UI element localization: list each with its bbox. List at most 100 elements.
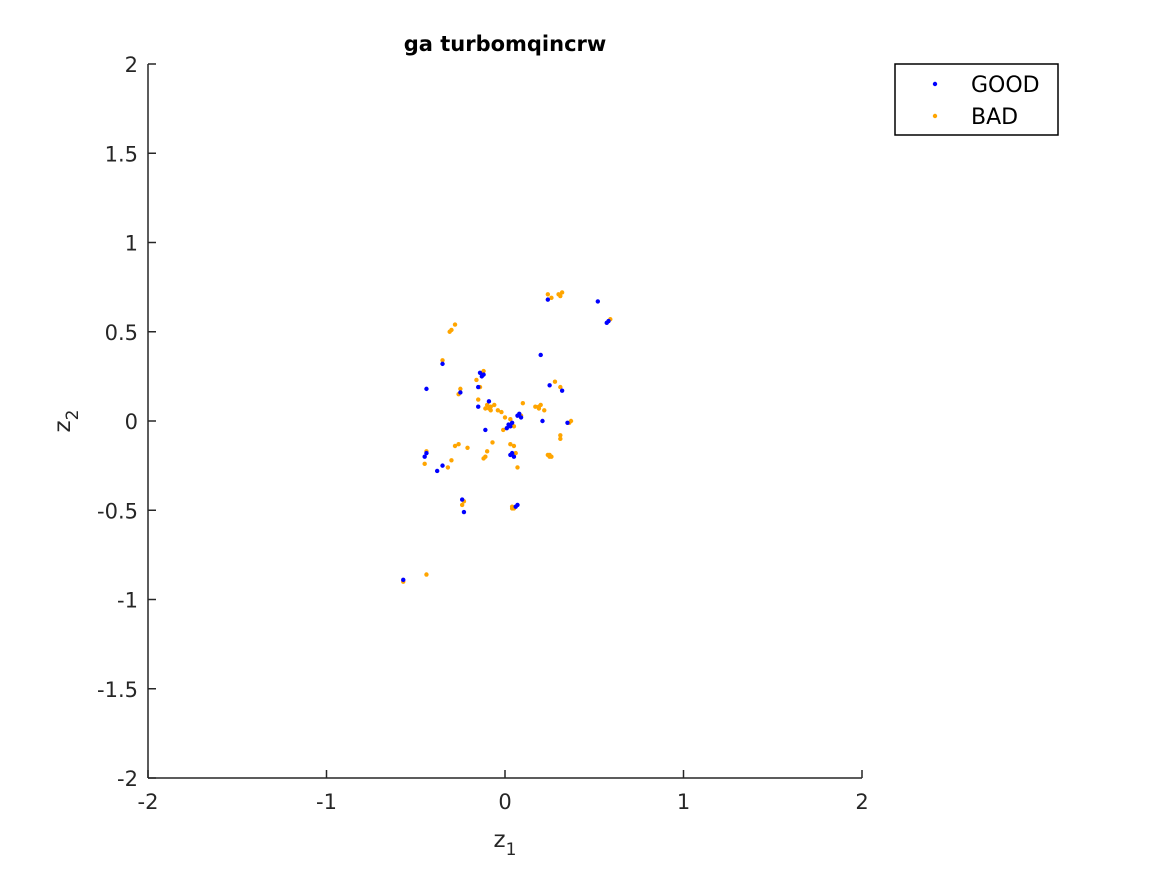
- y-axis-label-group: z2: [50, 410, 83, 433]
- data-point-good: [477, 370, 483, 376]
- x-axis-label-sub: 1: [506, 840, 517, 860]
- data-point-bad: [558, 436, 563, 442]
- data-point-bad: [459, 502, 465, 508]
- data-point-bad: [447, 329, 452, 334]
- data-point-bad: [440, 358, 445, 363]
- x-axis-label-base: z: [494, 827, 506, 853]
- data-point-good: [434, 468, 440, 474]
- legend-label-good: GOOD: [971, 73, 1040, 98]
- data-point-bad: [445, 465, 451, 470]
- chart-title: ga turbomqincrw: [404, 32, 607, 56]
- data-point-bad: [452, 322, 458, 327]
- data-point-bad: [511, 443, 517, 449]
- data-point-good: [517, 411, 522, 417]
- data-point-bad: [484, 402, 490, 408]
- data-point-bad: [558, 293, 563, 299]
- data-point-good: [540, 418, 545, 424]
- data-point-bad: [499, 409, 504, 415]
- data-point-bad: [558, 433, 563, 438]
- y-tick-label: 2: [125, 53, 138, 77]
- data-point-good: [401, 577, 406, 583]
- data-point-good: [559, 388, 565, 393]
- data-point-bad: [449, 458, 454, 463]
- data-point-bad: [456, 442, 461, 447]
- data-point-bad: [490, 440, 495, 445]
- data-point-good: [486, 399, 492, 404]
- x-tick-label: 2: [855, 790, 868, 814]
- y-tick-label: 1.5: [105, 142, 138, 166]
- data-point-bad: [481, 456, 486, 461]
- data-point-bad: [476, 397, 481, 402]
- legend-label-bad: BAD: [971, 105, 1018, 130]
- y-axis-label-base: z: [50, 420, 76, 432]
- data-point-bad: [549, 295, 554, 301]
- data-point-bad: [502, 415, 508, 420]
- data-point-bad: [474, 377, 479, 383]
- data-point-good: [424, 450, 429, 456]
- data-point-bad: [508, 442, 513, 447]
- data-point-bad: [484, 449, 490, 454]
- data-point-good: [511, 454, 517, 459]
- x-tick-label: 1: [677, 790, 690, 814]
- x-tick-label: -1: [316, 790, 337, 814]
- data-point-good: [508, 452, 513, 458]
- data-point-bad: [536, 404, 542, 409]
- x-tick-label: 0: [498, 790, 511, 814]
- data-point-good: [508, 424, 513, 429]
- data-point-good: [547, 383, 552, 388]
- legend-box: [894, 63, 1059, 136]
- data-point-good: [461, 509, 467, 515]
- data-point-bad: [488, 404, 493, 409]
- data-point-good: [538, 352, 543, 358]
- data-points: [401, 290, 613, 584]
- axis-ticks: -2 -1 0 1 2 -2 -1.5 -1 -0.5 0 0.5 1 1.5 2: [97, 53, 869, 814]
- data-point-bad: [549, 454, 554, 459]
- data-point-bad: [511, 424, 517, 429]
- y-axis-label-sub: 2: [63, 410, 83, 421]
- data-point-good: [606, 318, 611, 324]
- data-point-good: [565, 420, 570, 425]
- x-tick-label: -2: [138, 790, 159, 814]
- data-point-good: [515, 502, 520, 508]
- data-point-good: [459, 497, 465, 502]
- y-tick-label: 1: [125, 232, 138, 256]
- data-point-bad: [452, 443, 458, 449]
- data-point-good: [595, 299, 601, 304]
- data-point-bad: [465, 445, 470, 450]
- data-point-bad: [552, 379, 558, 384]
- data-point-bad: [513, 450, 518, 456]
- data-point-good: [424, 386, 429, 392]
- data-point-good: [545, 297, 551, 302]
- data-point-bad: [495, 408, 501, 413]
- data-point-bad: [545, 292, 551, 297]
- data-point-bad: [422, 461, 427, 467]
- data-point-bad: [558, 384, 563, 390]
- data-point-bad: [424, 572, 429, 577]
- y-tick-label: 0: [125, 410, 138, 434]
- data-point-bad: [520, 400, 526, 406]
- y-tick-label: -2: [117, 767, 138, 791]
- y-tick-label: -0.5: [97, 499, 138, 523]
- data-point-good: [476, 384, 481, 390]
- data-point-bad: [483, 406, 488, 411]
- data-point-bad: [568, 418, 574, 424]
- data-point-good: [422, 454, 427, 459]
- data-point-bad: [458, 386, 463, 392]
- data-point-good: [440, 463, 445, 468]
- data-point-good: [504, 425, 509, 431]
- data-point-good: [509, 420, 515, 425]
- data-point-bad: [508, 417, 513, 422]
- y-tick-label: -1.5: [97, 678, 138, 702]
- data-point-bad: [492, 402, 497, 408]
- data-point-bad: [488, 408, 493, 413]
- series-good: [401, 297, 611, 583]
- data-point-bad: [559, 290, 565, 295]
- y-tick-label: -1: [117, 589, 138, 613]
- data-point-bad: [533, 404, 538, 409]
- data-point-good: [458, 390, 463, 395]
- data-point-good: [476, 404, 481, 409]
- data-point-bad: [542, 408, 547, 413]
